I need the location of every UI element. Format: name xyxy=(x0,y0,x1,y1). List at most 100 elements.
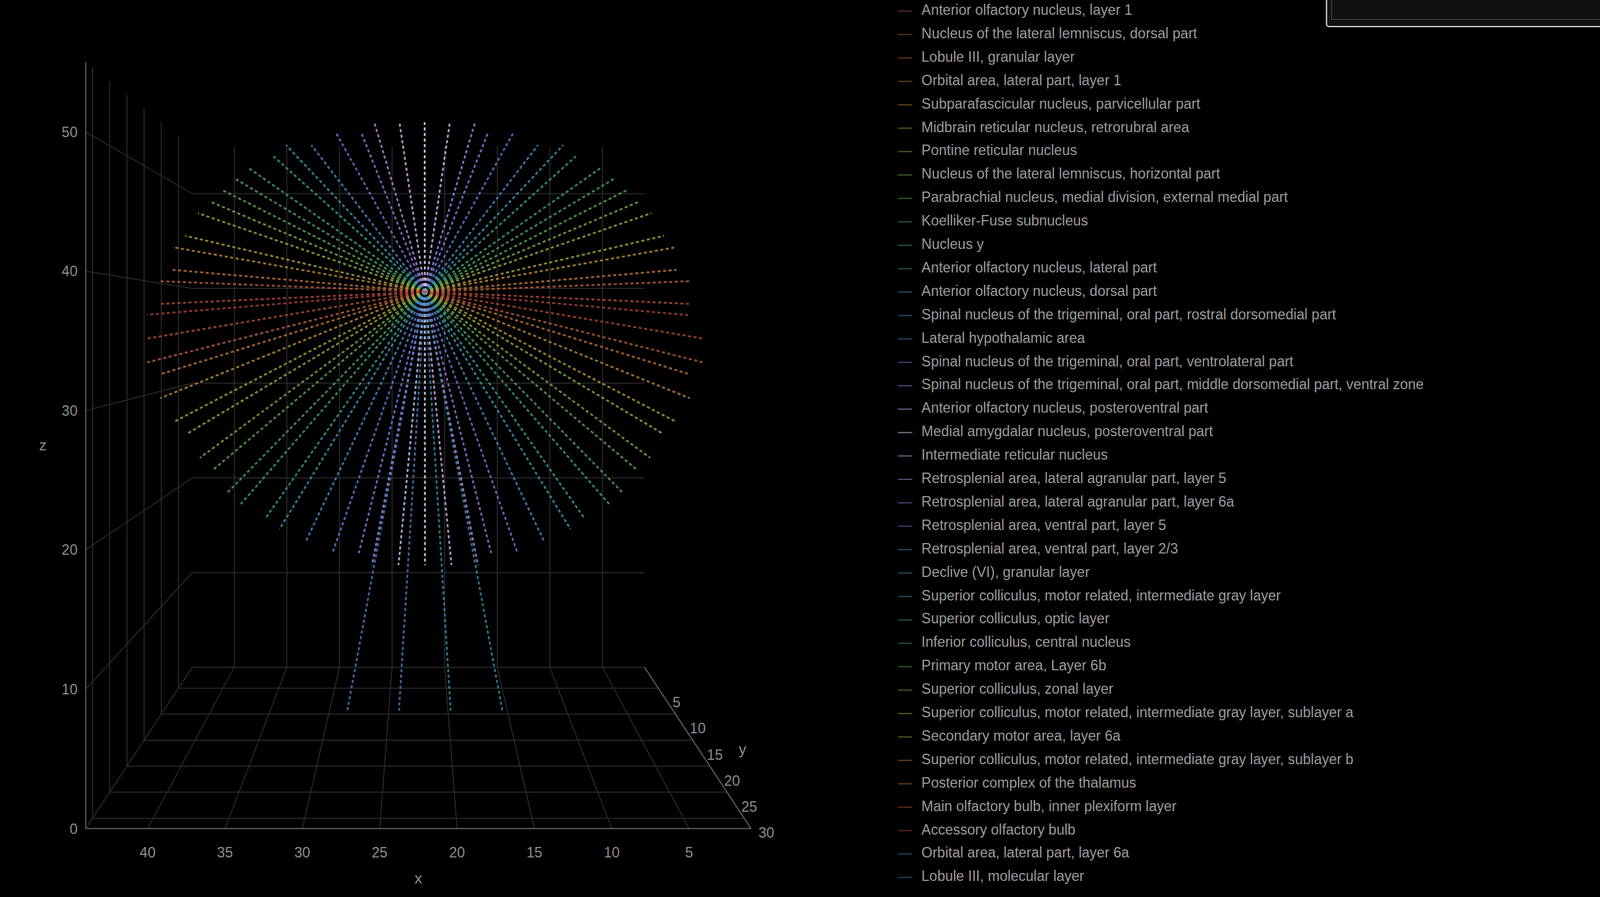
legend-swatch xyxy=(898,197,913,199)
axis-title-y: y xyxy=(738,740,747,758)
legend-item[interactable]: Subparafascicular nucleus, parvicellular… xyxy=(898,95,1201,112)
series xyxy=(371,122,476,566)
legend-label: Pontine reticular nucleus xyxy=(921,142,1078,159)
legend-swatch xyxy=(898,408,913,410)
legend-item[interactable]: Inferior colliculus, central nucleus xyxy=(898,633,1132,650)
legend-label: Anterior olfactory nucleus, posteroventr… xyxy=(921,399,1209,416)
axes xyxy=(85,62,752,829)
legend-swatch xyxy=(898,33,913,36)
grid-line-y xyxy=(161,713,676,715)
legend-item[interactable]: Orbital area, lateral part, layer 1 xyxy=(898,72,1122,89)
legend-swatch xyxy=(898,806,913,809)
grid-line-z xyxy=(85,478,193,551)
legend-item[interactable]: Parabrachial nucleus, medial division, e… xyxy=(898,189,1289,206)
legend-item[interactable]: Anterior olfactory nucleus, lateral part xyxy=(898,259,1158,276)
legend-swatch xyxy=(898,830,913,832)
legend-item[interactable]: Spinal nucleus of the trigeminal, oral p… xyxy=(898,376,1424,393)
legend-swatch xyxy=(898,572,913,574)
ray xyxy=(336,133,426,292)
legend-item[interactable]: Koelliker-Fuse subnucleus xyxy=(898,212,1089,229)
series xyxy=(336,133,518,553)
ray xyxy=(172,269,426,292)
legend-swatch xyxy=(898,362,913,364)
ray xyxy=(239,291,426,506)
series xyxy=(399,122,452,566)
tick-label-y: 5 xyxy=(672,694,681,711)
legend-label: Primary motor area, Layer 6b xyxy=(921,657,1107,674)
legend-item[interactable]: Orbital area, lateral part, layer 6a xyxy=(898,844,1130,861)
legend-item[interactable]: Nucleus of the lateral lemniscus, dorsal… xyxy=(898,25,1198,42)
legend-item[interactable]: Medial amygdalar nucleus, posteroventral… xyxy=(898,423,1214,440)
ray xyxy=(147,291,426,339)
grid-line-x xyxy=(224,667,287,829)
legend-label: Lobule III, molecular layer xyxy=(921,867,1085,885)
legend-item[interactable]: Intermediate reticular nucleus xyxy=(898,446,1109,463)
legend-item[interactable]: Superior colliculus, zonal layer xyxy=(898,680,1114,697)
legend-item[interactable]: Retrosplenial area, ventral part, layer … xyxy=(898,517,1167,534)
series xyxy=(213,190,627,470)
grid-line-y xyxy=(178,687,659,689)
legend-label: Superior colliculus, zonal layer xyxy=(921,680,1114,697)
series xyxy=(248,168,611,506)
grid-line-y xyxy=(126,765,710,767)
ray xyxy=(160,281,425,292)
legend-swatch xyxy=(898,104,913,106)
ray xyxy=(425,213,652,292)
legend-item[interactable]: Spinal nucleus of the trigeminal, oral p… xyxy=(898,306,1337,323)
ray xyxy=(425,145,539,292)
legend-label: Superior colliculus, motor related, inte… xyxy=(921,751,1354,768)
legend-item[interactable]: Nucleus y xyxy=(898,235,985,253)
legend-item[interactable]: Superior colliculus, motor related, inte… xyxy=(898,704,1354,721)
ray xyxy=(425,202,639,293)
legend-item[interactable]: Nucleus of the lateral lemniscus, horizo… xyxy=(898,165,1221,182)
legend: Anterior olfactory nucleus, layer 1 Nucle… xyxy=(898,1,1424,885)
legend-item[interactable]: Retrosplenial area, lateral agranular pa… xyxy=(898,470,1227,487)
legend-item[interactable]: Anterior olfactory nucleus, layer 1 xyxy=(898,1,1133,18)
legend-item[interactable]: Superior colliculus, motor related, inte… xyxy=(898,587,1282,604)
legend-item[interactable]: Spinal nucleus of the trigeminal, oral p… xyxy=(898,353,1295,370)
ray xyxy=(423,291,426,565)
axis-line-z xyxy=(85,62,87,829)
chart-svg: 5101520253035405101520253001020304050xyz… xyxy=(0,0,1600,897)
legend-item[interactable]: Main olfactory bulb, inner plexiform lay… xyxy=(898,798,1177,815)
series xyxy=(347,291,425,711)
tick-label-x: 5 xyxy=(685,844,694,861)
legend-item[interactable]: Retrosplenial area, lateral agranular pa… xyxy=(898,493,1235,510)
series xyxy=(186,213,652,434)
ray xyxy=(172,247,426,292)
legend-item[interactable]: Retrosplenial area, ventral part, layer … xyxy=(898,540,1179,557)
ray xyxy=(425,168,602,293)
legend-swatch xyxy=(898,10,913,12)
legend-item[interactable]: Posterior complex of the thalamus xyxy=(898,774,1137,791)
legend-item[interactable]: Superior colliculus, motor related, inte… xyxy=(898,751,1354,768)
ray xyxy=(266,291,426,518)
legend-swatch xyxy=(898,549,913,551)
legend-item[interactable]: Anterior olfactory nucleus, dorsal part xyxy=(898,282,1158,299)
ray xyxy=(425,122,476,292)
tick-label-y: 20 xyxy=(724,772,741,789)
legend-item[interactable]: Midbrain reticular nucleus, retrorubral … xyxy=(898,119,1190,136)
legend-item[interactable]: Declive (VI), granular layer xyxy=(898,564,1091,581)
legend-item[interactable]: Accessory olfactory bulb xyxy=(898,821,1076,838)
grid-line-x xyxy=(302,667,340,829)
ray xyxy=(425,291,691,398)
legend-swatch xyxy=(898,502,913,504)
legend-item[interactable]: Anterior olfactory nucleus, posteroventr… xyxy=(898,399,1209,416)
legend-label: Nucleus y xyxy=(921,235,985,253)
legend-item[interactable]: Superior colliculus, optic layer xyxy=(898,610,1111,627)
legend-item[interactable]: Primary motor area, Layer 6b xyxy=(898,657,1107,674)
ray xyxy=(358,291,426,553)
legend-label: Subparafascicular nucleus, parvicellular… xyxy=(921,95,1201,112)
grid-line-y xyxy=(143,108,145,741)
grid-line-z xyxy=(85,572,193,690)
ray xyxy=(273,156,426,292)
legend-item[interactable]: Lobule III, molecular layer xyxy=(898,867,1085,885)
search-box[interactable] xyxy=(1326,0,1600,27)
series xyxy=(361,133,492,553)
grid-line-y xyxy=(143,739,693,741)
legend-item[interactable]: Lobule III, granular layer xyxy=(898,48,1075,65)
legend-item[interactable]: Secondary motor area, layer 6a xyxy=(898,727,1121,744)
legend-item[interactable]: Pontine reticular nucleus xyxy=(898,142,1078,159)
ray xyxy=(423,122,426,292)
legend-item[interactable]: Lateral hypothalamic area xyxy=(898,329,1086,346)
